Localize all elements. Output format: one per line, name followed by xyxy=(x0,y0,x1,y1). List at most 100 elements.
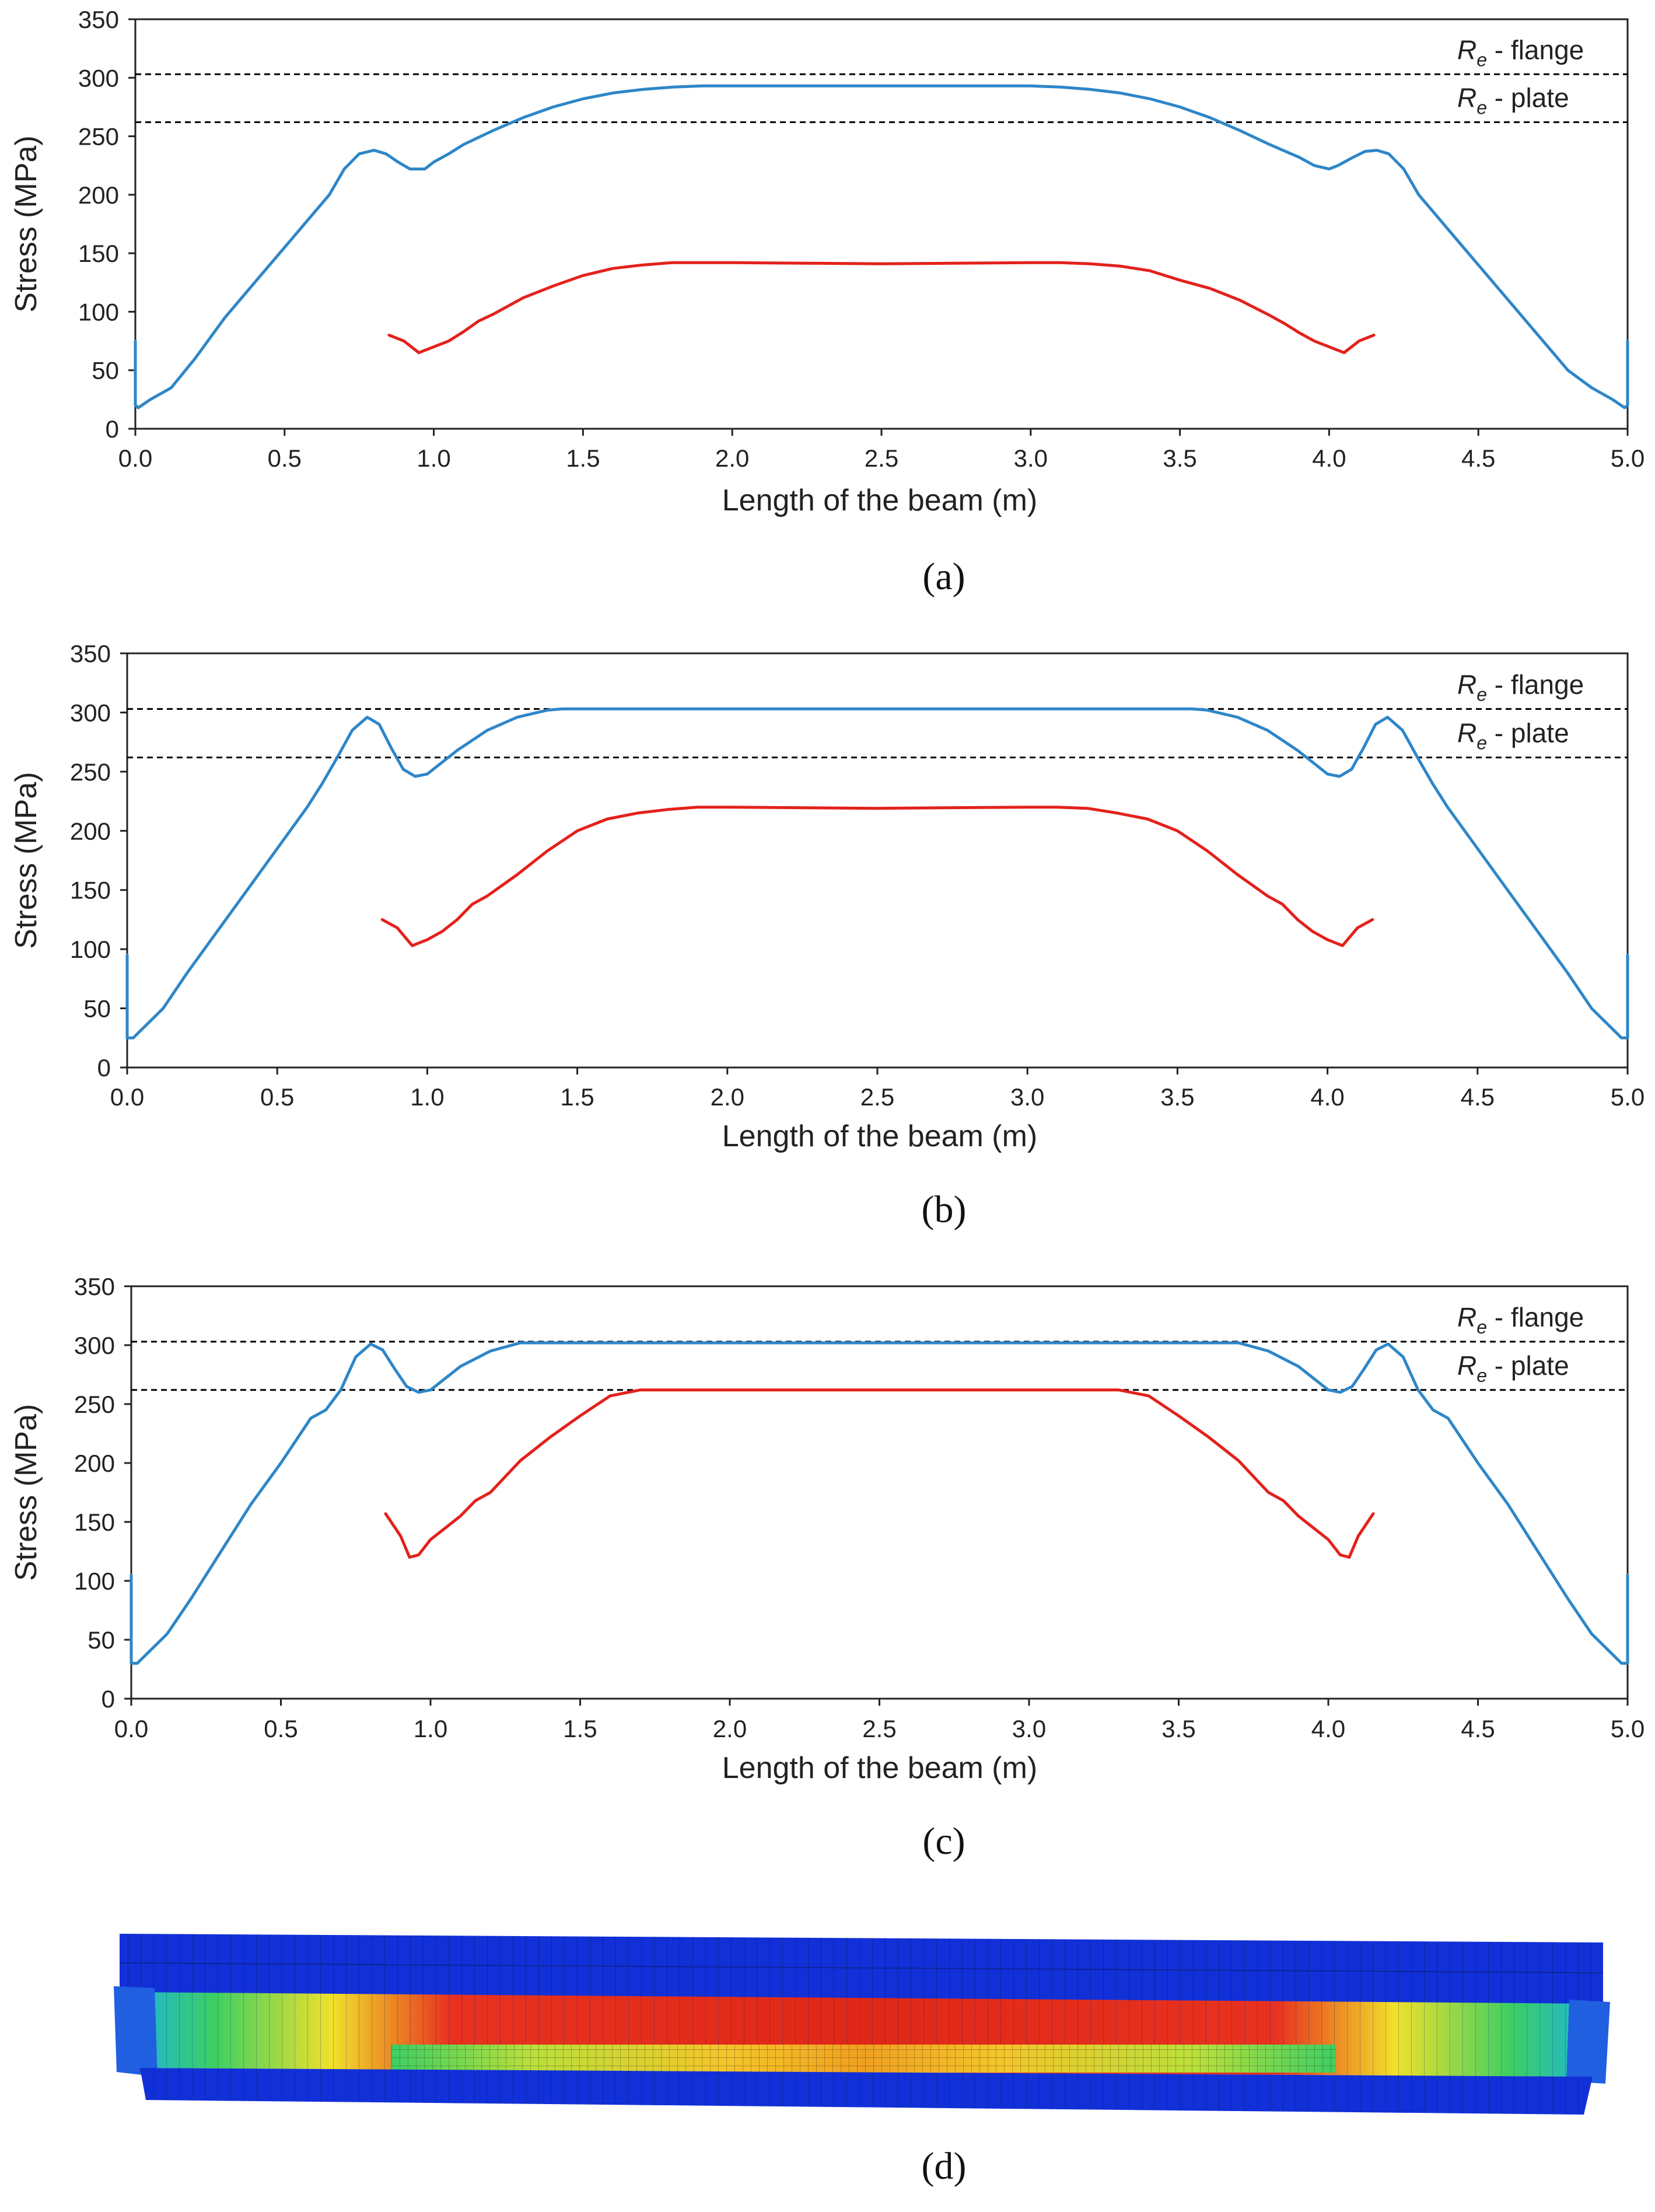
x-tick-label: 2.0 xyxy=(711,1083,744,1111)
plate-stress-line xyxy=(387,261,1376,355)
plot-frame xyxy=(126,652,1629,1069)
x-tick-label: 4.5 xyxy=(1461,1715,1495,1742)
reference-symbol: R xyxy=(1457,1350,1476,1381)
chart-panel-1: 0 50 100 150 200 250 300 350 0.0 0.5 1.0 1.5 2.0 2.5 3… xyxy=(9,640,1644,1231)
y-tick-label: 200 xyxy=(78,181,119,209)
panel-label: (d) xyxy=(922,2145,967,2188)
x-tick-label: 2.0 xyxy=(715,444,749,472)
x-tick-label: 0.0 xyxy=(118,444,152,472)
reference-symbol: R xyxy=(1457,83,1476,113)
x-tick-label: 3.0 xyxy=(1014,444,1048,472)
chart-panel-0: 0 50 100 150 200 250 300 350 0.0 0.5 1.0 1.5 2.0 2.5 3… xyxy=(9,6,1644,598)
y-tick-label: 300 xyxy=(70,699,111,726)
x-tick-label: 1.0 xyxy=(417,444,450,472)
y-axis-label: Stress (MPa) xyxy=(9,135,43,312)
reference-subscript: e xyxy=(1476,1317,1487,1338)
y-tick-label: 250 xyxy=(74,1391,115,1418)
x-tick-label: 0.0 xyxy=(110,1083,144,1111)
panel-label: (a) xyxy=(922,555,965,598)
x-tick-label: 0.5 xyxy=(260,1083,294,1111)
yield-reference-label: Re - flange xyxy=(1457,669,1584,705)
reference-text: - flange xyxy=(1487,34,1584,65)
x-tick-label: 5.0 xyxy=(1611,1083,1644,1111)
yield-reference-label: Re - flange xyxy=(1457,1302,1584,1338)
reference-text: - flange xyxy=(1487,1302,1584,1332)
reference-symbol: R xyxy=(1457,669,1476,699)
panel-label: (c) xyxy=(922,1820,965,1863)
y-tick-label: 50 xyxy=(88,1626,115,1654)
x-tick-label: 4.5 xyxy=(1461,1083,1495,1111)
x-tick-label: 0.0 xyxy=(114,1715,148,1742)
plate-stress-line xyxy=(380,806,1374,947)
x-tick-label: 3.5 xyxy=(1163,444,1196,472)
x-tick-label: 3.0 xyxy=(1012,1715,1046,1742)
x-tick-label: 5.0 xyxy=(1611,1715,1644,1742)
y-tick-label: 350 xyxy=(78,6,119,33)
x-tick-label: 0.5 xyxy=(264,1715,298,1742)
reference-text: - plate xyxy=(1487,1350,1569,1381)
x-tick-label: 4.5 xyxy=(1461,444,1495,472)
reference-text: - plate xyxy=(1487,718,1569,748)
x-tick-label: 1.5 xyxy=(560,1083,594,1111)
x-tick-label: 3.5 xyxy=(1161,1715,1195,1742)
y-tick-label: 100 xyxy=(78,298,119,326)
x-tick-label: 4.0 xyxy=(1311,1715,1345,1742)
plate-stress-line xyxy=(384,1388,1375,1559)
y-tick-label: 50 xyxy=(83,995,111,1023)
reference-text: - flange xyxy=(1487,669,1584,699)
y-tick-label: 250 xyxy=(78,123,119,150)
y-tick-label: 0 xyxy=(102,1685,115,1713)
y-tick-label: 150 xyxy=(78,240,119,267)
y-tick-label: 250 xyxy=(70,758,111,786)
yield-reference-label: Re - plate xyxy=(1457,718,1569,754)
reference-subscript: e xyxy=(1476,97,1487,118)
flange-stress-line xyxy=(130,1341,1629,1665)
y-tick-label: 0 xyxy=(97,1054,111,1082)
reference-subscript: e xyxy=(1476,684,1487,705)
x-tick-label: 2.0 xyxy=(713,1715,747,1742)
y-axis-label: Stress (MPa) xyxy=(9,1404,43,1581)
x-tick-label: 4.0 xyxy=(1312,444,1346,472)
x-axis-label: Length of the beam (m) xyxy=(722,484,1038,517)
plot-frame xyxy=(130,1285,1629,1700)
y-tick-label: 50 xyxy=(92,357,119,384)
reference-subscript: e xyxy=(1476,1365,1487,1386)
fe-beam-model-image xyxy=(114,1934,1610,2115)
x-tick-label: 4.0 xyxy=(1310,1083,1344,1111)
y-tick-label: 150 xyxy=(74,1508,115,1536)
x-tick-label: 1.5 xyxy=(563,1715,597,1742)
reference-subscript: e xyxy=(1476,49,1487,70)
flange-stress-line xyxy=(125,707,1629,1040)
y-tick-label: 200 xyxy=(70,817,111,845)
reference-subscript: e xyxy=(1476,733,1487,754)
yield-reference-label: Re - flange xyxy=(1457,34,1584,70)
y-tick-label: 300 xyxy=(74,1332,115,1359)
flange-stress-line xyxy=(134,84,1629,410)
x-tick-label: 5.0 xyxy=(1611,444,1644,472)
y-tick-label: 100 xyxy=(74,1567,115,1595)
plot-frame xyxy=(134,18,1629,430)
x-tick-label: 2.5 xyxy=(860,1083,894,1111)
x-tick-label: 1.0 xyxy=(414,1715,447,1742)
x-axis-label: Length of the beam (m) xyxy=(722,1751,1038,1785)
yield-reference-label: Re - plate xyxy=(1457,83,1569,118)
reference-symbol: R xyxy=(1457,34,1476,65)
x-tick-label: 3.5 xyxy=(1160,1083,1194,1111)
y-tick-label: 200 xyxy=(74,1450,115,1477)
y-tick-label: 350 xyxy=(74,1273,115,1300)
y-axis-label: Stress (MPa) xyxy=(9,772,43,949)
x-tick-label: 3.0 xyxy=(1010,1083,1044,1111)
reference-text: - plate xyxy=(1487,83,1569,113)
x-tick-label: 0.5 xyxy=(268,444,302,472)
reference-symbol: R xyxy=(1457,1302,1476,1332)
x-tick-label: 1.5 xyxy=(566,444,600,472)
reference-symbol: R xyxy=(1457,718,1476,748)
y-tick-label: 100 xyxy=(70,936,111,963)
y-tick-label: 350 xyxy=(70,640,111,667)
yield-reference-label: Re - plate xyxy=(1457,1350,1569,1386)
x-tick-label: 1.0 xyxy=(410,1083,444,1111)
chart-panels: 0 50 100 150 200 250 300 350 0.0 0.5 1.0 1.5 2.0 2.5 3… xyxy=(9,6,1644,1863)
x-tick-label: 2.5 xyxy=(865,444,898,472)
y-tick-label: 0 xyxy=(106,415,119,443)
